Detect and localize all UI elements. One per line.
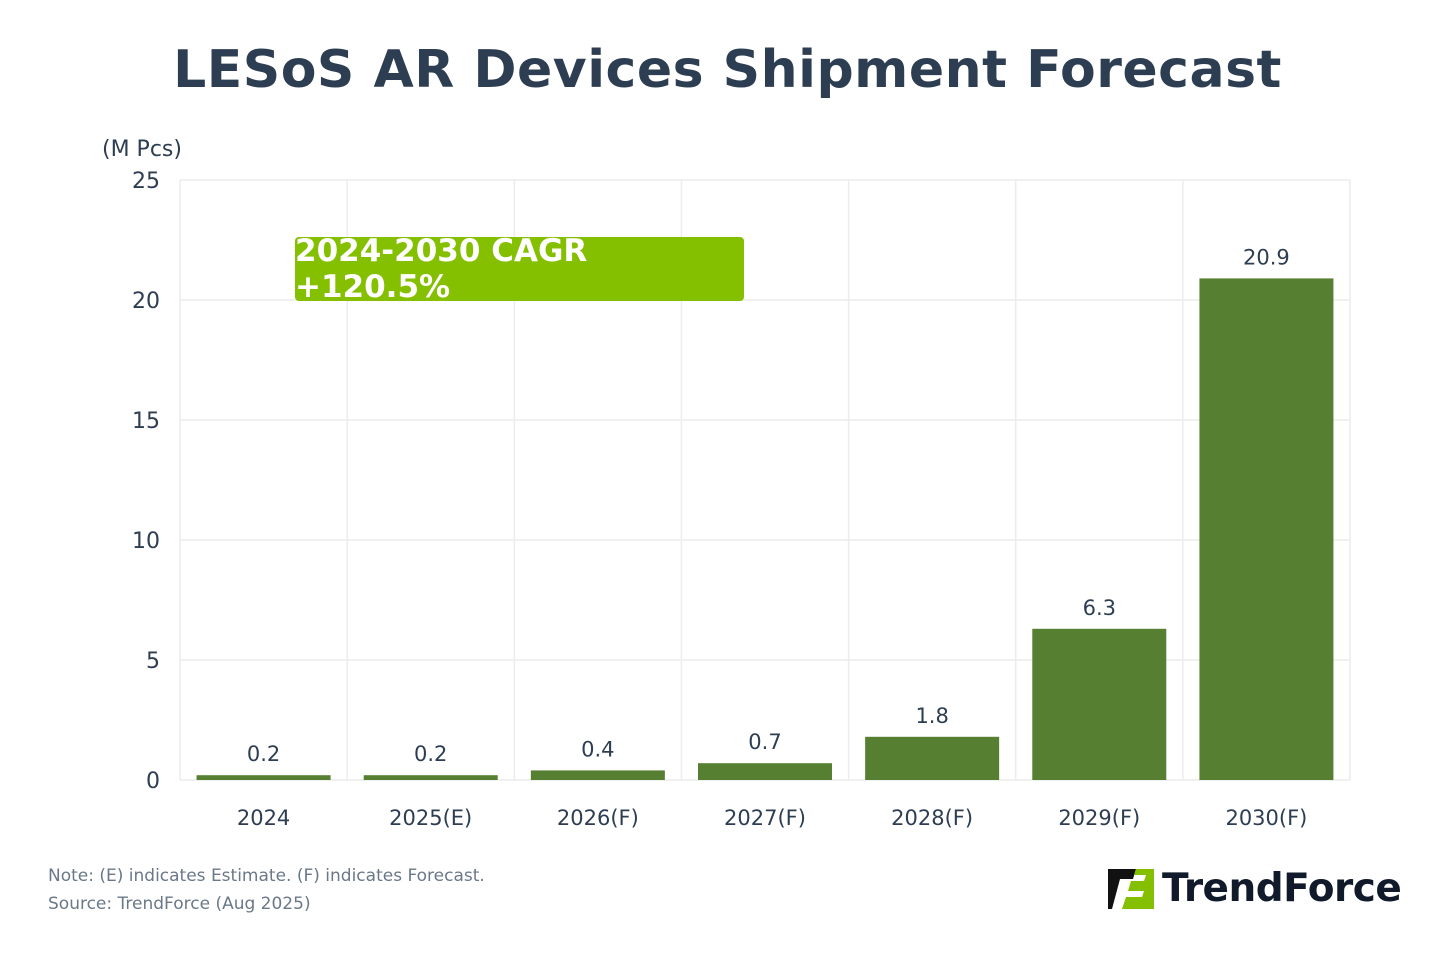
bar bbox=[1199, 278, 1334, 780]
note-text: Note: (E) indicates Estimate. (F) indica… bbox=[48, 866, 485, 886]
data-label: 0.4 bbox=[581, 737, 614, 761]
x-tick-label: 2024 bbox=[237, 806, 290, 830]
bar bbox=[530, 770, 665, 780]
y-tick-label: 5 bbox=[146, 649, 160, 674]
x-tick-label: 2027(F) bbox=[724, 806, 806, 830]
data-label: 1.8 bbox=[915, 704, 948, 728]
x-tick-label: 2029(F) bbox=[1058, 806, 1140, 830]
trendforce-logo: TrendForce bbox=[1108, 866, 1402, 911]
y-axis-unit-label: (M Pcs) bbox=[102, 137, 182, 162]
x-tick-label: 2026(F) bbox=[557, 806, 639, 830]
data-label: 6.3 bbox=[1083, 596, 1116, 620]
bar bbox=[196, 775, 331, 780]
y-tick-label: 20 bbox=[132, 289, 160, 314]
bar bbox=[698, 763, 832, 780]
data-label: 20.9 bbox=[1243, 245, 1290, 269]
data-label: 0.7 bbox=[748, 730, 781, 754]
y-tick-label: 25 bbox=[132, 169, 160, 194]
chart-title: LESoS AR Devices Shipment Forecast bbox=[173, 40, 1282, 100]
data-label: 0.2 bbox=[414, 742, 447, 766]
footer-notes: Note: (E) indicates Estimate. (F) indica… bbox=[48, 862, 485, 918]
logo-text: TrendForce bbox=[1162, 866, 1402, 911]
bar bbox=[363, 775, 498, 780]
cagr-annotation: 2024-2030 CAGR +120.5% bbox=[295, 233, 744, 305]
y-tick-label: 15 bbox=[132, 409, 160, 434]
x-tick-label: 2030(F) bbox=[1225, 806, 1307, 830]
y-tick-label: 10 bbox=[132, 529, 160, 554]
data-label: 0.2 bbox=[247, 742, 280, 766]
x-tick-label: 2028(F) bbox=[891, 806, 973, 830]
y-tick-label: 0 bbox=[146, 769, 160, 794]
bar bbox=[865, 736, 1000, 780]
x-tick-label: 2025(E) bbox=[389, 806, 472, 830]
source-text: Source: TrendForce (Aug 2025) bbox=[48, 894, 311, 914]
trendforce-logo-icon bbox=[1108, 868, 1154, 909]
bar bbox=[1032, 628, 1167, 780]
